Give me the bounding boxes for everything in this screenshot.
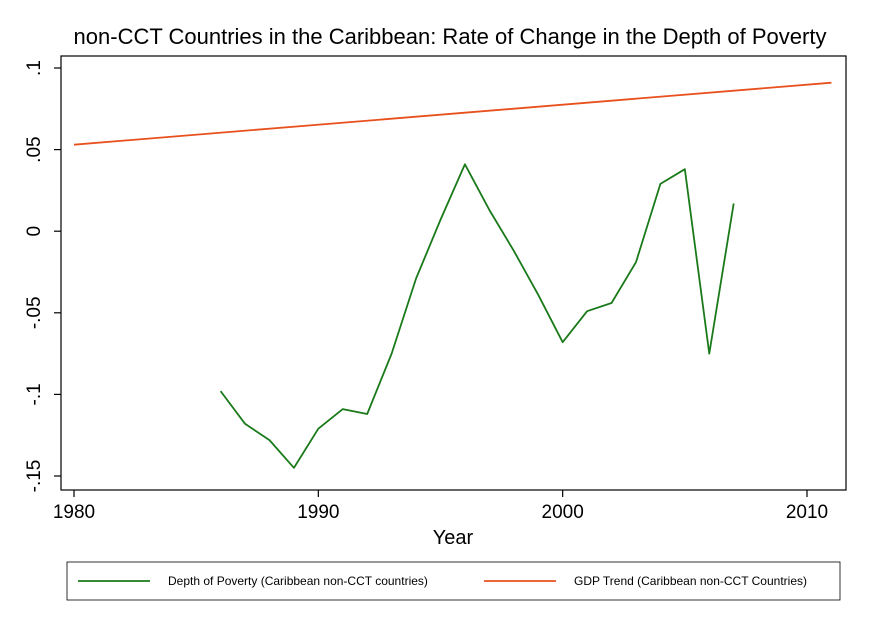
x-tick-label: 2010 [786, 502, 828, 523]
y-tick-label: 0 [24, 226, 45, 237]
legend-label-1: GDP Trend (Caribbean non-CCT Countries) [574, 574, 807, 588]
legend-box [66, 561, 841, 601]
y-tick-label: -.1 [24, 383, 45, 405]
x-tick-label: 1980 [53, 502, 95, 523]
y-tick-label: .1 [24, 60, 45, 76]
legend: Depth of Poverty (Caribbean non-CCT coun… [78, 574, 807, 588]
y-tick-label: -.05 [24, 296, 45, 329]
series-line-0 [219, 163, 735, 469]
x-axis-title: Year [433, 527, 474, 549]
x-axis: 1980 1990 2000 2010 [53, 490, 828, 523]
y-tick-label: .05 [24, 136, 45, 162]
x-tick-label: 2000 [542, 502, 584, 523]
series-line-1 [73, 81, 832, 146]
chart-title: non-CCT Countries in the Caribbean: Rate… [74, 24, 827, 49]
plot-area-frame [60, 55, 847, 491]
y-tick-label: -.15 [24, 460, 45, 493]
x-tick-label: 1990 [297, 502, 339, 523]
legend-label-0: Depth of Poverty (Caribbean non-CCT coun… [168, 574, 428, 588]
series-layer [73, 81, 832, 469]
y-axis: -.15 -.1 -.05 0 .05 .1 [24, 60, 61, 492]
